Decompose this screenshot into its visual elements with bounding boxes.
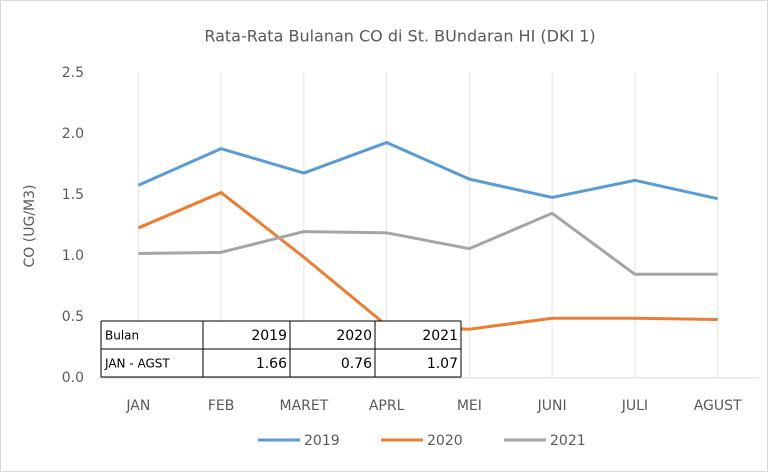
- table-cell: 2019: [251, 328, 287, 344]
- table-cell: JAN - AGST: [104, 357, 170, 371]
- table-cell: 2021: [422, 328, 458, 344]
- x-tick-label: FEB: [208, 398, 235, 414]
- table-cell: 1.07: [427, 356, 458, 372]
- line-series: [138, 211, 718, 276]
- legend-label: 2019: [304, 433, 340, 449]
- y-tick-label: 2.5: [62, 65, 84, 81]
- x-tick-label: JUNI: [537, 398, 567, 414]
- x-tick-label: JULI: [621, 398, 648, 414]
- table-cell: Bulan: [105, 329, 139, 343]
- x-tick-label: MARET: [279, 398, 328, 414]
- y-axis-label: CO (UG/M3): [22, 185, 38, 268]
- legend-label: 2021: [550, 433, 586, 449]
- x-tick-label: APRL: [369, 398, 405, 414]
- y-tick-label: 0.0: [62, 370, 84, 386]
- line-series: [137, 141, 718, 201]
- table-cell: 1.66: [256, 356, 287, 372]
- y-tick-label: 1.0: [62, 248, 84, 264]
- table-cell: 0.76: [341, 356, 372, 372]
- x-tick-label: MEI: [457, 398, 482, 414]
- x-tick-label: AGUST: [694, 398, 742, 414]
- chart-title: Rata-Rata Bulanan CO di St. BUndaran HI …: [204, 27, 595, 46]
- legend-label: 2020: [427, 433, 463, 449]
- table-cell: 2020: [336, 328, 372, 344]
- y-tick-label: 2.0: [62, 126, 84, 142]
- y-tick-label: 0.5: [62, 309, 84, 325]
- x-tick-label: JAN: [125, 398, 150, 414]
- y-tick-label: 1.5: [62, 187, 84, 203]
